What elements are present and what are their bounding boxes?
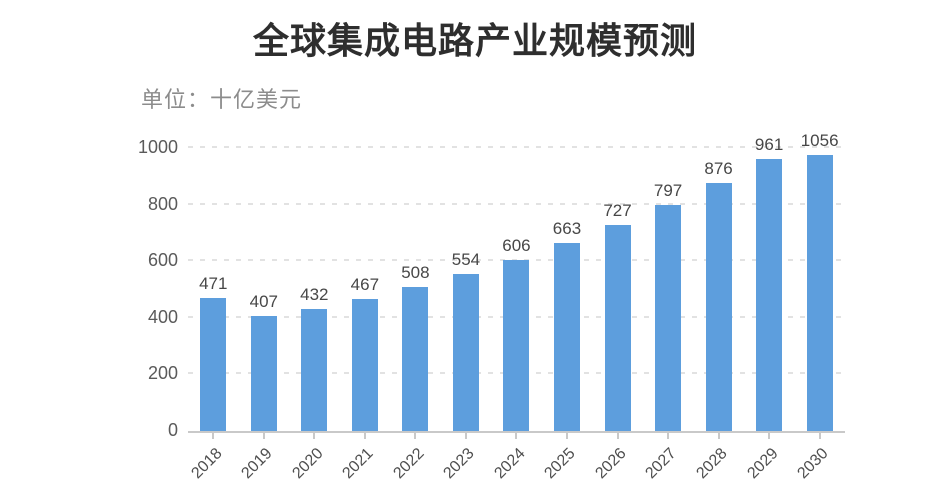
x-axis-tick-label: 2026 bbox=[592, 445, 630, 483]
bar bbox=[250, 315, 277, 431]
gridline bbox=[188, 202, 845, 205]
bar bbox=[503, 259, 530, 431]
bar-slot: 467 bbox=[340, 131, 391, 431]
x-axis-tick-label: 2024 bbox=[491, 445, 529, 483]
x-axis-tick-label: 2022 bbox=[390, 445, 428, 483]
bar bbox=[452, 274, 479, 431]
bar-value-label: 876 bbox=[704, 159, 733, 179]
bar bbox=[806, 155, 833, 431]
x-axis-cell: 2028 bbox=[693, 433, 744, 497]
x-axis-cell: 2019 bbox=[239, 433, 290, 497]
axis-tick bbox=[464, 433, 467, 439]
y-axis-tick-label: 1000 bbox=[137, 137, 178, 157]
x-axis-cell: 2020 bbox=[289, 433, 340, 497]
axis-tick bbox=[565, 433, 568, 439]
bar-slot: 407 bbox=[239, 131, 290, 431]
x-axis-cell: 2029 bbox=[744, 433, 795, 497]
x-axis-tick-label: 2028 bbox=[693, 445, 731, 483]
bar bbox=[756, 159, 783, 431]
bar-value-label: 606 bbox=[502, 235, 531, 255]
bar-slot: 432 bbox=[289, 131, 340, 431]
x-axis-cell: 2030 bbox=[794, 433, 845, 497]
axis-tick bbox=[363, 433, 366, 439]
x-axis-tick-label: 2019 bbox=[238, 445, 276, 483]
y-axis-tick-label: 0 bbox=[167, 420, 178, 440]
y-axis-labels: 0 200 400 600 800 1000 bbox=[0, 131, 178, 440]
bar-slot: 797 bbox=[643, 131, 694, 431]
bar-value-label: 467 bbox=[350, 274, 380, 294]
bar bbox=[351, 298, 378, 431]
bar bbox=[553, 243, 580, 431]
x-axis-cell: 2018 bbox=[188, 433, 239, 497]
bar-slot: 508 bbox=[390, 131, 441, 431]
axis-tick bbox=[262, 433, 265, 439]
bar bbox=[301, 308, 328, 431]
bar-value-label: 432 bbox=[300, 284, 329, 304]
bar-value-label: 471 bbox=[199, 273, 228, 293]
bar-slot: 663 bbox=[542, 131, 593, 431]
x-axis-cell: 2024 bbox=[491, 433, 542, 497]
bar-slot: 554 bbox=[441, 131, 492, 431]
x-axis-tick-label: 2030 bbox=[794, 445, 832, 483]
axis-tick bbox=[414, 433, 417, 439]
bar-value-label: 797 bbox=[653, 181, 683, 201]
chart-title: 全球集成电路产业规模预测 bbox=[252, 20, 697, 61]
bar bbox=[200, 297, 227, 431]
y-axis-tick-label: 600 bbox=[147, 250, 178, 271]
x-axis-cell: 2026 bbox=[592, 433, 643, 497]
axis-tick bbox=[667, 433, 670, 439]
x-axis-tick-label: 2027 bbox=[642, 445, 681, 483]
plot-area: 471 407 432 467 508 554 606 663 727 797 876 961 1056 bbox=[188, 131, 845, 433]
bar-value-label: 961 bbox=[754, 135, 784, 155]
axis-tick bbox=[616, 433, 619, 439]
x-axis-cell: 2022 bbox=[390, 433, 441, 497]
bar-slot: 1056 bbox=[794, 131, 845, 431]
bar-slot: 876 bbox=[693, 131, 744, 431]
bar-value-label: 727 bbox=[603, 201, 632, 221]
gridline bbox=[188, 146, 845, 148]
axis-tick bbox=[515, 433, 518, 439]
bar-value-label: 407 bbox=[249, 291, 278, 311]
unit-label: 单位：十亿美元 bbox=[141, 87, 303, 112]
bar-slot: 471 bbox=[188, 131, 239, 431]
y-axis-tick-label: 400 bbox=[147, 306, 178, 327]
x-axis-cell: 2021 bbox=[340, 433, 391, 497]
bar-value-label: 508 bbox=[401, 263, 430, 283]
x-axis-cell: 2023 bbox=[441, 433, 492, 497]
x-axis-cell: 2027 bbox=[643, 433, 694, 497]
bar bbox=[402, 287, 429, 431]
axis-tick bbox=[768, 433, 771, 439]
axis-tick bbox=[212, 433, 215, 439]
bar-slot: 606 bbox=[491, 131, 542, 431]
bar bbox=[655, 205, 682, 431]
axis-tick bbox=[717, 433, 720, 439]
y-axis-tick-label: 200 bbox=[147, 363, 178, 384]
bar-value-label: 1056 bbox=[800, 131, 839, 150]
y-axis-tick-label: 800 bbox=[147, 193, 178, 214]
bar bbox=[705, 183, 732, 431]
x-axis-tick-label: 2023 bbox=[440, 445, 478, 483]
bar-slot: 727 bbox=[592, 131, 643, 431]
bar bbox=[604, 225, 631, 431]
axis-tick bbox=[313, 433, 316, 439]
bars-row: 471 407 432 467 508 554 606 663 727 797 876 961 1056 bbox=[188, 131, 845, 431]
axis-tick bbox=[818, 433, 821, 439]
x-axis-tick-label: 2025 bbox=[541, 445, 580, 483]
x-axis-row: 2018 2019 2020 2021 2022 2023 2024 2025 2026 2027… bbox=[188, 433, 845, 497]
x-axis-cell: 2025 bbox=[542, 433, 593, 497]
bar-value-label: 663 bbox=[552, 219, 582, 239]
x-axis-tick-label: 2029 bbox=[743, 445, 782, 483]
x-axis-tick-label: 2018 bbox=[188, 445, 226, 483]
bar-value-label: 554 bbox=[451, 250, 481, 270]
x-axis-tick-label: 2020 bbox=[289, 445, 327, 483]
bar-slot: 961 bbox=[744, 131, 795, 431]
x-axis-tick-label: 2021 bbox=[339, 445, 377, 483]
